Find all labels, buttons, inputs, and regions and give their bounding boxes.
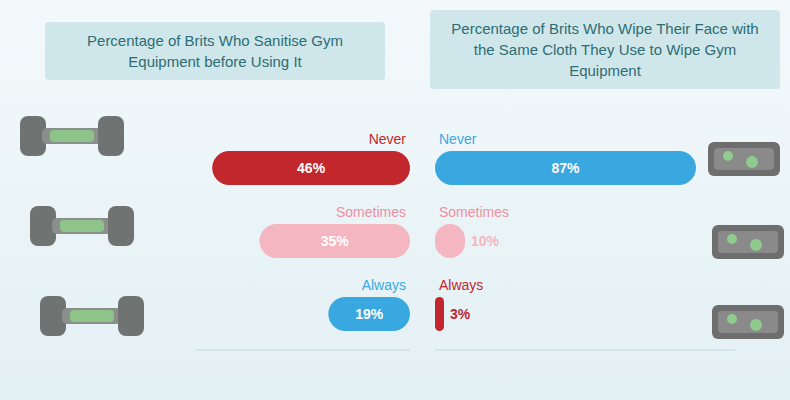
html-text:Percentage of Brits Who Wipe T: Percentage of Brits Who Wipe Their Face … bbox=[451, 20, 759, 79]
svg-text:Sometimes: Sometimes bbox=[439, 204, 509, 220]
svg-text:Always: Always bbox=[362, 277, 406, 293]
svg-text:3%: 3% bbox=[450, 306, 471, 322]
svg-text:19%: 19% bbox=[355, 306, 384, 322]
svg-text:46%: 46% bbox=[297, 160, 326, 176]
svg-text:10%: 10% bbox=[471, 233, 500, 249]
svg-text:Never: Never bbox=[369, 131, 407, 147]
svg-text:Sometimes: Sometimes bbox=[336, 204, 406, 220]
svg-text:35%: 35% bbox=[321, 233, 350, 249]
svg-text:Always: Always bbox=[439, 277, 483, 293]
html-text:Percentage of Brits Who Saniti: Percentage of Brits Who Sanitise Gym Equ… bbox=[87, 32, 343, 70]
svg-text:87%: 87% bbox=[551, 160, 580, 176]
svg-text:Never: Never bbox=[439, 131, 477, 147]
